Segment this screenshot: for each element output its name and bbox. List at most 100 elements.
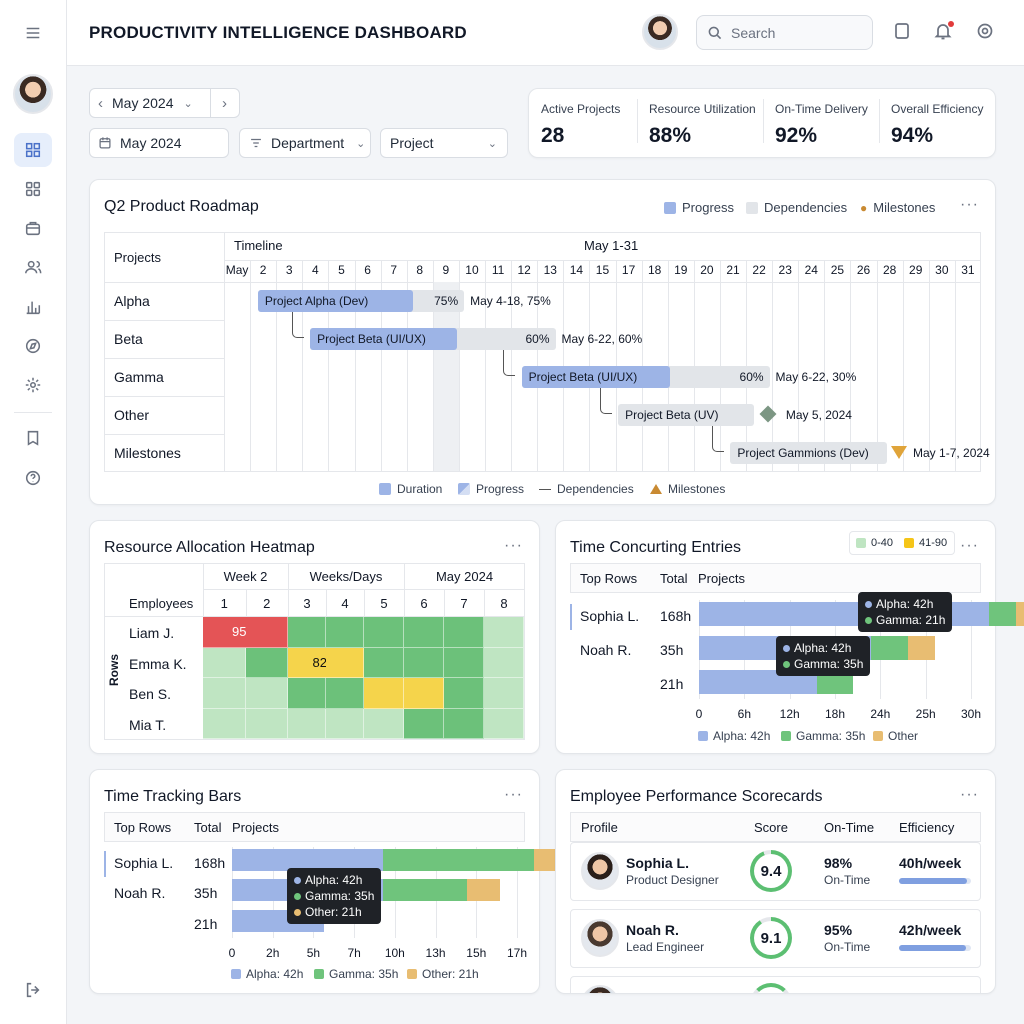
heatmap-cell[interactable] [444, 678, 484, 709]
heatmap-cell[interactable] [288, 678, 326, 709]
heatmap-cell[interactable] [364, 708, 404, 739]
heatmap-cell[interactable] [288, 617, 326, 648]
gantt-bar[interactable]: Project Gammions (Dev) [730, 442, 888, 464]
date-picker[interactable]: May 2024 [89, 128, 229, 158]
briefcase-icon[interactable] [14, 211, 52, 245]
chevron-left-icon[interactable]: ‹ [98, 94, 103, 112]
compass-icon[interactable] [14, 329, 52, 363]
row-total: 168h [194, 855, 226, 871]
bar-segment[interactable] [466, 879, 501, 901]
gear-icon[interactable] [14, 368, 52, 402]
menu-icon[interactable] [14, 16, 52, 50]
heatmap-cell[interactable] [404, 708, 444, 739]
heatmap-cell[interactable] [203, 678, 246, 709]
gantt-bar[interactable]: Project Beta (UV) [618, 404, 754, 426]
heatmap-cell[interactable] [245, 678, 288, 709]
col-label: 6 [420, 596, 428, 611]
heatmap-cell[interactable] [484, 617, 524, 648]
bell-icon[interactable] [933, 21, 955, 43]
heatmap-cell[interactable] [484, 647, 524, 678]
bar-segment[interactable] [907, 636, 935, 660]
period-selector[interactable]: ‹ May 2024 ⌄ › [89, 88, 240, 118]
more-icon[interactable]: ··· [504, 786, 523, 803]
tooltip: Alpha: 42h Gamma: 35h [776, 636, 871, 676]
heatmap-cell[interactable] [364, 647, 404, 678]
heatmap-cell[interactable] [404, 617, 444, 648]
chart-icon[interactable] [14, 290, 52, 324]
day-label: 6 [364, 263, 371, 277]
gantt-bar-label: Project Alpha (Dev) [264, 294, 369, 308]
search-input[interactable]: Search [696, 15, 873, 50]
legend-label: Progress [476, 482, 525, 496]
heatmap-cell[interactable] [245, 647, 288, 678]
selection-indicator [570, 604, 572, 630]
heatmap-cell[interactable] [364, 617, 404, 648]
tooltip-dot [294, 893, 301, 900]
more-icon[interactable]: ··· [504, 537, 523, 554]
gantt-bar[interactable]: Project Alpha (Dev) 75% [257, 290, 465, 312]
gantt-bar-pct: 75% [434, 294, 459, 308]
day-label: 14 [569, 263, 584, 277]
legend-swatch [231, 969, 241, 979]
help-icon[interactable] [14, 461, 52, 495]
heatmap-cell[interactable] [444, 617, 484, 648]
scorecard-row[interactable] [570, 909, 981, 968]
tablet-icon[interactable] [892, 21, 914, 43]
day-divider [511, 260, 513, 471]
heatmap-cell[interactable] [326, 617, 364, 648]
users-icon[interactable] [14, 250, 52, 284]
heatmap-cell[interactable] [326, 678, 364, 709]
heatmap-cell[interactable] [404, 678, 444, 709]
heatmap-cell[interactable] [326, 708, 364, 739]
gantt-bar[interactable]: Project Beta (UI/UX) 60% [521, 366, 770, 388]
heatmap-cell[interactable] [245, 617, 288, 648]
heatmap-cell[interactable] [484, 678, 524, 709]
bar-segment[interactable] [382, 879, 467, 901]
day-divider [954, 260, 956, 471]
heatmap-cell[interactable] [203, 647, 246, 678]
settings-icon[interactable] [975, 21, 997, 43]
heatmap-cell[interactable] [245, 708, 288, 739]
heatmap-cell[interactable] [484, 708, 524, 739]
x-tick-label: 2h [266, 946, 280, 960]
scorecard-row[interactable] [570, 976, 981, 993]
legend-label: Milestones [668, 482, 726, 496]
dashboard-icon[interactable] [14, 133, 52, 167]
day-divider [746, 260, 748, 471]
bookmark-icon[interactable] [14, 421, 52, 455]
department-select[interactable]: Department ⌄ [239, 128, 371, 158]
more-icon[interactable]: ··· [960, 786, 979, 803]
row-divider [104, 320, 224, 321]
x-tick-label: 10h [384, 946, 405, 960]
user-avatar[interactable] [642, 14, 678, 50]
row-label: Milestones [114, 445, 181, 461]
table-header [570, 563, 981, 593]
gantt-bar[interactable]: Project Beta (UI/UX) 60% [310, 328, 556, 350]
bar-segment[interactable] [232, 849, 383, 871]
more-icon[interactable]: ··· [960, 196, 979, 213]
bar-segment[interactable] [1016, 602, 1024, 626]
day-label: 12 [517, 263, 531, 277]
grid-icon[interactable] [14, 172, 52, 206]
bar-segment[interactable] [382, 849, 534, 871]
heatmap-cell[interactable] [444, 708, 484, 739]
kpi-value: 28 [541, 124, 565, 147]
chevron-down-icon[interactable]: ⌄ [183, 97, 193, 110]
range-header: May 1-31 [584, 238, 639, 253]
day-divider [667, 260, 669, 471]
more-icon[interactable]: ··· [960, 537, 979, 554]
heatmap-cell[interactable] [203, 708, 246, 739]
heatmap-cell[interactable] [444, 647, 484, 678]
heatmap-cell[interactable] [364, 678, 404, 709]
sidebar-avatar[interactable] [13, 74, 53, 114]
heatmap-cell[interactable] [326, 647, 364, 678]
row-label: Alpha [114, 293, 150, 309]
project-select[interactable]: Project ⌄ [380, 128, 508, 158]
heatmap-cell[interactable] [404, 647, 444, 678]
logout-icon[interactable] [14, 973, 52, 1007]
heatmap-cell[interactable] [288, 708, 326, 739]
scorecard-row[interactable] [570, 842, 981, 901]
bar-segment[interactable] [871, 636, 908, 660]
bar-segment[interactable] [989, 602, 1017, 626]
chevron-right-icon[interactable]: › [222, 94, 227, 112]
